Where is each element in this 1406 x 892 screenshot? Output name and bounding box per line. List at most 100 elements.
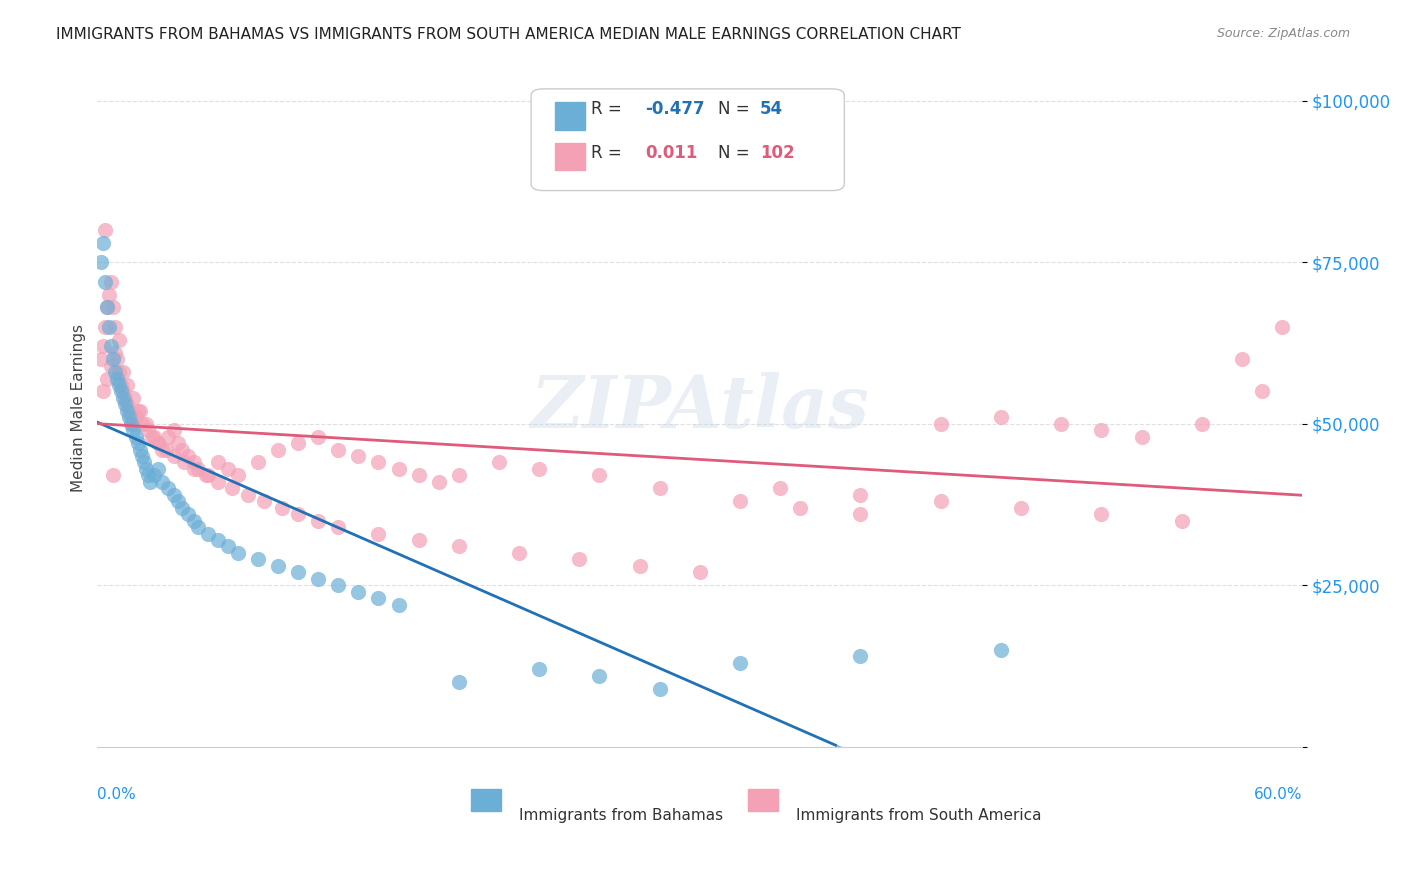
Point bbox=[568, 552, 591, 566]
Point bbox=[187, 462, 209, 476]
Text: N =: N = bbox=[718, 100, 749, 119]
Point bbox=[328, 578, 350, 592]
Point bbox=[96, 301, 118, 315]
Point bbox=[122, 391, 145, 405]
Point bbox=[170, 500, 193, 515]
Point bbox=[990, 410, 1012, 425]
Point bbox=[146, 436, 169, 450]
Point bbox=[114, 391, 136, 405]
Point bbox=[508, 546, 530, 560]
Point bbox=[267, 442, 290, 457]
Point bbox=[96, 371, 118, 385]
Point bbox=[131, 417, 153, 431]
Point bbox=[588, 468, 610, 483]
Point bbox=[128, 442, 150, 457]
Point bbox=[124, 430, 146, 444]
Point bbox=[183, 514, 205, 528]
Point bbox=[94, 223, 117, 237]
Point bbox=[136, 468, 159, 483]
Point bbox=[728, 656, 751, 670]
Point bbox=[103, 468, 125, 483]
Bar bbox=[555, 103, 585, 129]
Point bbox=[207, 455, 229, 469]
Point bbox=[1251, 384, 1274, 399]
Text: 60.0%: 60.0% bbox=[1254, 788, 1302, 802]
Point bbox=[90, 255, 112, 269]
Point bbox=[628, 558, 651, 573]
Text: 102: 102 bbox=[761, 145, 794, 162]
Point bbox=[187, 520, 209, 534]
Point bbox=[128, 404, 150, 418]
Point bbox=[387, 598, 409, 612]
Point bbox=[94, 275, 117, 289]
Point bbox=[387, 462, 409, 476]
Point bbox=[849, 488, 872, 502]
Point bbox=[163, 423, 186, 437]
Point bbox=[112, 391, 135, 405]
Point bbox=[107, 352, 129, 367]
Point bbox=[347, 449, 370, 463]
Point bbox=[207, 533, 229, 547]
FancyBboxPatch shape bbox=[531, 89, 845, 191]
Point bbox=[217, 462, 239, 476]
Point bbox=[150, 442, 173, 457]
Point bbox=[246, 455, 269, 469]
Text: R =: R = bbox=[592, 100, 621, 119]
Point bbox=[100, 275, 122, 289]
Point bbox=[117, 404, 139, 418]
Point bbox=[132, 455, 155, 469]
Point bbox=[118, 404, 141, 418]
Point bbox=[142, 468, 165, 483]
Point bbox=[110, 384, 132, 399]
Point bbox=[527, 662, 550, 676]
Text: R =: R = bbox=[592, 145, 621, 162]
Point bbox=[107, 371, 129, 385]
Point bbox=[104, 345, 127, 359]
Text: Immigrants from South America: Immigrants from South America bbox=[796, 807, 1042, 822]
Text: 0.0%: 0.0% bbox=[97, 788, 136, 802]
Point bbox=[138, 475, 160, 489]
Point bbox=[307, 514, 329, 528]
Point bbox=[136, 423, 159, 437]
Point bbox=[207, 475, 229, 489]
Point bbox=[156, 481, 179, 495]
Point bbox=[408, 533, 430, 547]
Text: -0.477: -0.477 bbox=[645, 100, 706, 119]
Point bbox=[271, 500, 294, 515]
Point bbox=[104, 319, 127, 334]
Point bbox=[287, 507, 309, 521]
Point bbox=[117, 397, 139, 411]
Point bbox=[648, 681, 671, 696]
Point bbox=[929, 417, 952, 431]
Point bbox=[367, 591, 389, 606]
Point bbox=[194, 468, 217, 483]
Point bbox=[127, 436, 149, 450]
Point bbox=[135, 417, 157, 431]
Point bbox=[287, 566, 309, 580]
Point bbox=[141, 430, 163, 444]
Point bbox=[170, 442, 193, 457]
Point bbox=[427, 475, 450, 489]
Point bbox=[1170, 514, 1192, 528]
Point bbox=[163, 449, 186, 463]
Point bbox=[447, 675, 470, 690]
Point bbox=[93, 235, 115, 250]
Point bbox=[90, 352, 112, 367]
Y-axis label: Median Male Earnings: Median Male Earnings bbox=[72, 324, 86, 491]
Point bbox=[849, 507, 872, 521]
Point bbox=[166, 436, 188, 450]
Point bbox=[1010, 500, 1032, 515]
Point bbox=[1090, 423, 1112, 437]
Point bbox=[447, 540, 470, 554]
Point bbox=[990, 642, 1012, 657]
Point bbox=[328, 442, 350, 457]
Point bbox=[1130, 430, 1153, 444]
Point bbox=[217, 540, 239, 554]
Text: Immigrants from Bahamas: Immigrants from Bahamas bbox=[519, 807, 723, 822]
Text: 0.011: 0.011 bbox=[645, 145, 697, 162]
Text: N =: N = bbox=[718, 145, 749, 162]
Point bbox=[408, 468, 430, 483]
Point bbox=[588, 668, 610, 682]
Point bbox=[648, 481, 671, 495]
Point bbox=[122, 417, 145, 431]
